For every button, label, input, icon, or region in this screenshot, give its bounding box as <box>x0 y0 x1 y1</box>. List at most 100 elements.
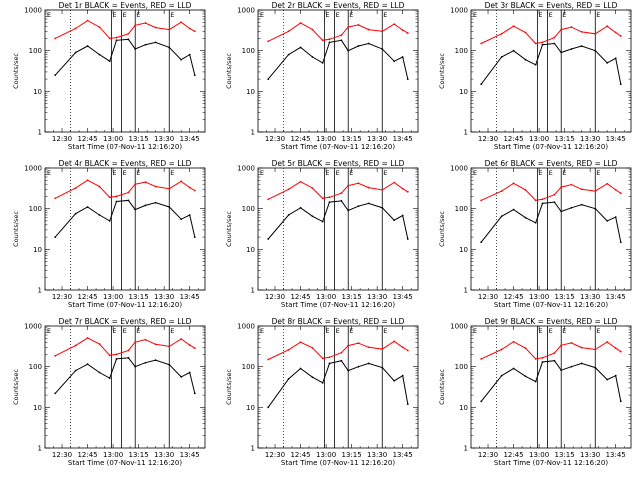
x-tick-label: 13:15 <box>555 135 575 143</box>
events-point <box>328 201 331 204</box>
lld-point <box>127 349 130 352</box>
events-point <box>54 392 57 395</box>
lld-point <box>480 199 483 202</box>
events-point <box>357 205 360 208</box>
lld-point <box>340 34 343 37</box>
x-tick-label: 12:30 <box>478 135 498 143</box>
lld-point <box>524 188 527 191</box>
events-point <box>512 208 515 211</box>
events-point <box>299 367 302 370</box>
lld-point <box>108 37 111 40</box>
events-point <box>115 358 118 360</box>
flag-label-left: E <box>473 169 477 177</box>
x-tick-label: 12:30 <box>52 451 72 459</box>
events-point <box>524 58 527 61</box>
x-tick-label: 12:45 <box>77 451 97 459</box>
lld-point <box>570 183 573 186</box>
events-point <box>357 365 360 368</box>
plot-frame <box>257 167 419 291</box>
y-axis-label: Counts/sec <box>12 369 20 405</box>
x-tick-label: 13:45 <box>606 451 626 459</box>
flag-label: E <box>123 327 127 335</box>
lld-point <box>606 341 609 343</box>
lld-point <box>580 30 583 33</box>
y-axis-label: Counts/sec <box>12 211 20 247</box>
lld-point <box>393 23 396 26</box>
x-axis-label: Start Time (07-Nov-11 12:16:20) <box>281 143 395 151</box>
detector-panel-2: Det 2r BLACK = Events, RED = LLD 1 10 100 10… <box>225 1 419 151</box>
x-tick-label: 13:45 <box>180 451 200 459</box>
lld-point <box>144 181 147 184</box>
lld-point <box>512 182 515 185</box>
events-point <box>86 206 89 208</box>
events-point <box>193 392 196 395</box>
y-axis-label: Counts/sec <box>438 53 446 89</box>
lld-point <box>193 189 196 192</box>
events-point <box>168 46 171 49</box>
x-tick-label: 12:45 <box>77 293 97 301</box>
x-tick-label: 13:30 <box>154 135 174 143</box>
lld-point <box>134 183 137 186</box>
lld-point <box>606 25 609 28</box>
events-point <box>321 62 324 64</box>
lld-point <box>393 181 396 184</box>
lld-point <box>74 27 77 30</box>
plot-frame <box>44 167 206 291</box>
events-point <box>299 206 302 209</box>
flag-label: E <box>112 327 116 335</box>
lld-point <box>480 358 483 360</box>
flag-label: E <box>136 327 140 335</box>
lld-point <box>287 348 290 351</box>
plot-frame <box>44 9 206 133</box>
events-point <box>401 56 404 58</box>
events-point <box>480 241 483 244</box>
lld-point <box>367 186 370 189</box>
lld-point <box>580 188 583 191</box>
lld-point <box>127 32 130 35</box>
y-axis-label: Counts/sec <box>438 211 446 247</box>
lld-point <box>154 343 157 346</box>
lld-point <box>188 186 191 189</box>
flag-label: E <box>549 169 553 177</box>
events-point <box>594 366 597 369</box>
panel-title: Det 5r BLACK = Events, RED = LLD <box>272 159 405 168</box>
events-point <box>367 202 370 205</box>
x-axis-label: Start Time (07-Nov-11 12:16:20) <box>494 143 608 151</box>
lld-point <box>500 190 503 193</box>
x-tick-label: 12:45 <box>503 135 523 143</box>
events-point <box>347 369 350 372</box>
panel-title: Det 3r BLACK = Events, RED = LLD <box>485 1 618 10</box>
x-axis-label: Start Time (07-Nov-11 12:16:20) <box>68 459 182 467</box>
flag-label: E <box>549 327 553 335</box>
events-point <box>512 49 515 52</box>
x-tick-label: 12:30 <box>265 293 285 301</box>
lld-point <box>328 38 331 41</box>
flag-label: E <box>562 327 566 335</box>
flag-label: E <box>123 11 127 19</box>
events-point <box>347 209 350 212</box>
lld-point <box>381 188 384 191</box>
plot-frame <box>257 9 419 133</box>
events-point <box>98 371 101 374</box>
lld-point <box>580 346 583 349</box>
flag-label: E <box>325 169 329 177</box>
lld-series-line <box>480 25 622 45</box>
flag-label: E <box>596 327 600 335</box>
x-tick-label: 12:30 <box>265 135 285 143</box>
lld-point <box>287 188 290 191</box>
y-tick-label: 100 <box>29 205 42 213</box>
flag-label-left: E <box>47 327 51 335</box>
panel-title: Det 8r BLACK = Events, RED = LLD <box>272 317 405 326</box>
events-point <box>541 361 544 363</box>
lld-point <box>287 30 290 33</box>
detector-panel-3: Det 3r BLACK = Events, RED = LLD 1 10 100 10… <box>438 1 632 151</box>
y-tick-label: 100 <box>29 47 42 55</box>
lld-point <box>406 349 409 352</box>
lld-point <box>311 28 314 31</box>
flag-label: E <box>336 169 340 177</box>
events-point <box>580 45 583 47</box>
x-tick-label: 13:15 <box>129 451 149 459</box>
events-point <box>115 200 118 203</box>
x-tick-label: 13:00 <box>103 135 123 143</box>
lld-point <box>321 39 324 42</box>
